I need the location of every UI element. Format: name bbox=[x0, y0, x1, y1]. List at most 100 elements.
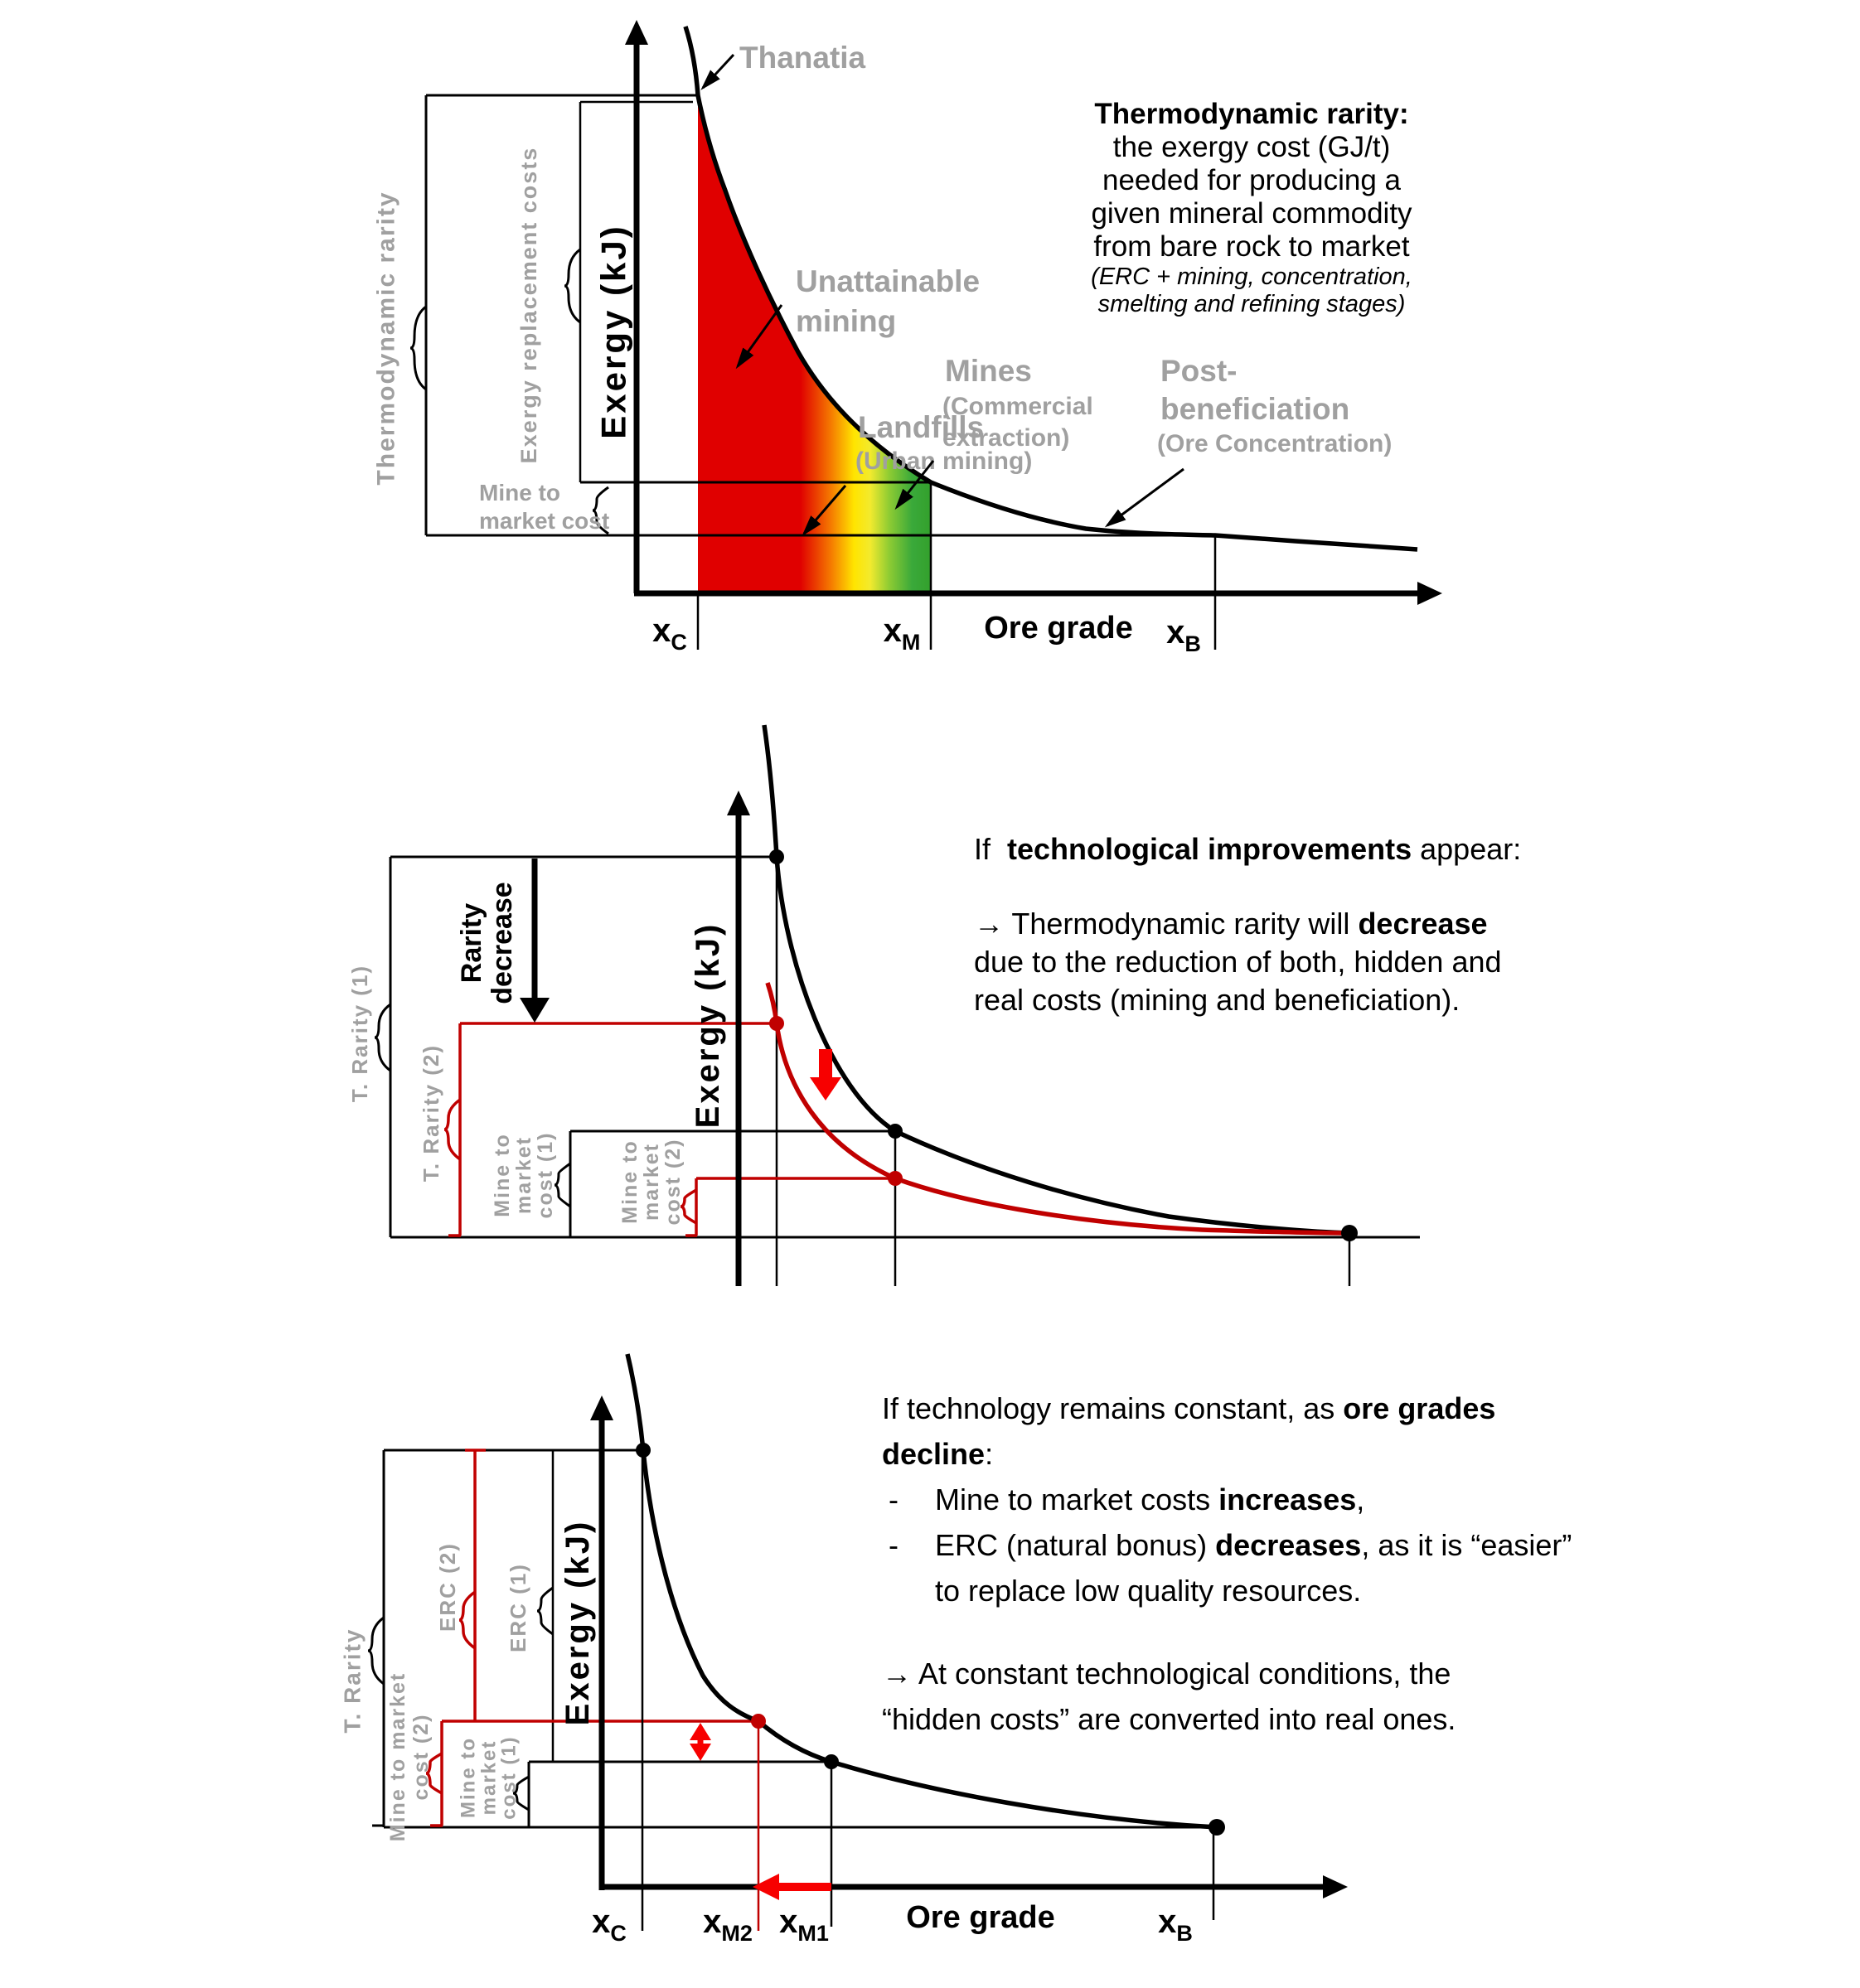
p2-cost2-label-line1: Mine to bbox=[618, 1139, 642, 1224]
panel2-technology-improvement-diagram: T. Rarity (1) T. Rarity (2) Rarity decre… bbox=[347, 724, 1420, 1286]
p1-erc-bracket-label: Exergy replacement costs bbox=[516, 147, 541, 464]
p3-red-double-arrowhead-up bbox=[690, 1723, 711, 1740]
p3-erc2-brace bbox=[458, 1590, 477, 1650]
p2-red-down-arrowhead bbox=[810, 1077, 841, 1100]
p2-cost1-label-line3: cost (1) bbox=[534, 1132, 557, 1219]
definition-note-line: smelting and refining stages) bbox=[1097, 291, 1406, 317]
p3-l4: “hidden costs” are converted into real o… bbox=[882, 1702, 1456, 1736]
p3-cost2-brace bbox=[425, 1752, 443, 1795]
p3-red-double-arrowhead-down bbox=[690, 1744, 711, 1761]
p2-dot-convergence bbox=[1341, 1225, 1358, 1241]
p2-t-rarity2-label: T. Rarity (2) bbox=[419, 1044, 443, 1182]
p3-cost2-label-line2: cost (2) bbox=[409, 1714, 433, 1801]
p3-l1a: If technology remains constant, as bbox=[882, 1391, 1344, 1425]
p1-xm-base: x bbox=[884, 612, 902, 649]
p3-dot-xc bbox=[636, 1443, 651, 1458]
p3-ore-grade-label: Ore grade bbox=[906, 1900, 1055, 1935]
p3-b1b: increases bbox=[1218, 1483, 1357, 1516]
p3-xm1-sub: M1 bbox=[797, 1921, 829, 1946]
p1-xb-base: x bbox=[1166, 614, 1184, 651]
p3-xb-label: xB bbox=[1158, 1903, 1193, 1946]
p3-xc-label: xC bbox=[592, 1903, 627, 1946]
p3-bullet2-cont: to replace low quality resources. bbox=[882, 1568, 1572, 1613]
definition-line: needed for producing a bbox=[1102, 164, 1401, 196]
p1-mine-cost-label-line1: Mine to bbox=[479, 480, 560, 505]
p3-cost1-label-line1: Mine to bbox=[458, 1737, 480, 1818]
p1-ore-grade-label: Ore grade bbox=[984, 611, 1133, 646]
p3-xm2-base: x bbox=[703, 1903, 721, 1940]
mines-label: Mines bbox=[945, 354, 1032, 388]
definition-line: given mineral commodity bbox=[1091, 197, 1412, 230]
p2-l1c: appear: bbox=[1412, 832, 1522, 866]
p2-red-curve bbox=[765, 982, 1350, 1236]
p3-b2c: , as it is “easier” bbox=[1361, 1528, 1572, 1562]
p3-red-axis-arrowhead bbox=[753, 1874, 779, 1900]
p2-cost1-label-line2: market bbox=[512, 1136, 535, 1214]
technology-improvement-text: If technological improvements appear: → … bbox=[974, 830, 1521, 1019]
mines-sub-label-line1: (Commercial bbox=[942, 393, 1093, 420]
p2-text-line4: real costs (mining and beneficiation). bbox=[974, 981, 1521, 1019]
p2-l3: due to the reduction of both, hidden and bbox=[974, 945, 1502, 979]
p3-bullet2: - ERC (natural bonus) decreases, as it is… bbox=[882, 1522, 1572, 1568]
p1-xc-label: xC bbox=[652, 612, 687, 655]
p2-rarity-decrease-label-line1: Rarity bbox=[456, 903, 487, 983]
p3-b1c: , bbox=[1356, 1483, 1365, 1516]
p2-rarity2-brace bbox=[443, 1098, 462, 1161]
p3-xb-sub: B bbox=[1176, 1921, 1193, 1946]
panel1-rarity-diagram: Thermodynamic rarity Exergy replacement … bbox=[373, 20, 1442, 656]
ore-grade-decline-text: If technology remains constant, as ore g… bbox=[882, 1386, 1572, 1742]
p1-rarity-bracket-label: Thermodynamic rarity bbox=[373, 191, 400, 485]
p1-xb-sub: B bbox=[1184, 631, 1201, 656]
p3-t-rarity-label: T. Rarity bbox=[340, 1628, 366, 1734]
p1-mine-cost-label-line2: market cost bbox=[479, 508, 609, 534]
p2-cost2-brace bbox=[680, 1188, 697, 1225]
rainbow-region bbox=[698, 95, 931, 591]
p3-xm1-base: x bbox=[779, 1903, 797, 1940]
p1-x-axis-arrowhead bbox=[1417, 582, 1442, 605]
p2-l1b: technological improvements bbox=[1007, 832, 1412, 866]
mines-sub-label-line2: extraction) bbox=[942, 424, 1069, 452]
p3-xm1-label: xM1 bbox=[779, 1903, 829, 1946]
p2-text-line2: → Thermodynamic rarity will decrease bbox=[974, 905, 1521, 943]
p1-y-axis-arrowhead bbox=[625, 20, 648, 45]
p2-l2a: → Thermodynamic rarity will bbox=[974, 907, 1359, 941]
p3-text-line4: “hidden costs” are converted into real o… bbox=[882, 1696, 1572, 1742]
p3-erc1-label: ERC (1) bbox=[506, 1563, 530, 1652]
definition-line: from bare rock to market bbox=[1093, 230, 1410, 263]
p3-b2b: decreases bbox=[1215, 1528, 1362, 1562]
p2-rarity1-brace bbox=[374, 1003, 391, 1072]
p1-mine-cost-brace bbox=[592, 486, 609, 535]
p3-xm2-label: xM2 bbox=[703, 1903, 753, 1946]
p1-erc-brace bbox=[564, 248, 581, 324]
p1-xm-sub: M bbox=[902, 630, 921, 655]
definition-line: Thermodynamic rarity: bbox=[1094, 98, 1409, 130]
p3-text-line1: If technology remains constant, as ore g… bbox=[882, 1386, 1572, 1431]
rarity-definition-box: Thermodynamic rarity: the exergy cost (G… bbox=[1069, 98, 1434, 318]
p1-exergy-curve bbox=[683, 26, 1418, 552]
p2-t-rarity1-label: T. Rarity (1) bbox=[347, 965, 372, 1102]
p2-cost1-brace bbox=[554, 1162, 571, 1208]
p3-cost1-label-line3: cost (1) bbox=[498, 1735, 521, 1819]
p3-xc-base: x bbox=[592, 1903, 610, 1940]
p3-bullet1-dash: - bbox=[889, 1483, 899, 1516]
p2-exergy-axis-label: Exergy (kJ) bbox=[690, 922, 726, 1129]
p3-xm2-sub: M2 bbox=[721, 1921, 753, 1946]
p3-x-axis-arrowhead bbox=[1323, 1875, 1348, 1899]
p1-xb-label: xB bbox=[1166, 614, 1201, 656]
unattainable-mining-arrow bbox=[735, 304, 783, 370]
p3-cost1-brace bbox=[512, 1775, 530, 1811]
p3-cost2-label-line1: Mine to market bbox=[386, 1672, 409, 1841]
p2-cost2-label-line3: cost (2) bbox=[661, 1139, 685, 1226]
p2-red-down-arrow-shaft bbox=[819, 1049, 832, 1079]
p3-b2a: ERC (natural bonus) bbox=[935, 1528, 1216, 1562]
p3-l1b: ore grades bbox=[1343, 1391, 1496, 1425]
landfills-label: Landfills bbox=[858, 410, 984, 444]
p3-cost1-label-line2: market bbox=[478, 1740, 501, 1816]
p2-l4: real costs (mining and beneficiation). bbox=[974, 983, 1460, 1017]
p3-bullet1: - Mine to market costs increases, bbox=[882, 1477, 1572, 1522]
p2-l2b: decrease bbox=[1358, 907, 1488, 941]
p3-exergy-axis-label: Exergy (kJ) bbox=[559, 1520, 596, 1726]
thanatia-label: Thanatia bbox=[739, 41, 866, 75]
